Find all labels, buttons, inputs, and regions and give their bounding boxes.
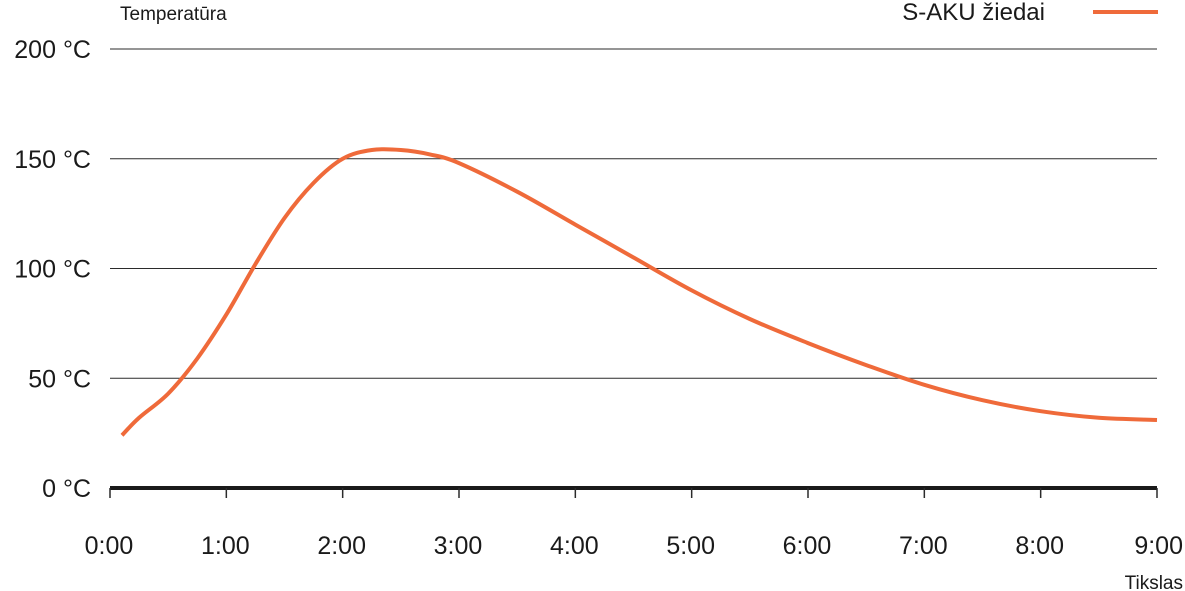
x-tick-label: 3:00 (434, 532, 483, 560)
series-layer (120, 147, 1158, 437)
x-tick-label: 8:00 (1015, 532, 1064, 560)
legend-label-s-aku: S-AKU žiedai (902, 0, 1045, 26)
x-tick-label: 7:00 (899, 532, 948, 560)
x-tick-label: 5:00 (666, 532, 715, 560)
x-tick-label: 2:00 (317, 532, 366, 560)
x-axis-title: Tikslas (1125, 573, 1183, 591)
gridlines (110, 48, 1157, 379)
axes: 0 °C 50 °C 100 °C 150 °C 200 °C 0:00 1:00 2:00 3… (14, 36, 1183, 560)
y-tick-label: 200 °C (14, 36, 91, 64)
series-line-0 (120, 147, 1158, 437)
legend: S-AKU žiedai (902, 0, 1158, 26)
x-tick-label: 6:00 (783, 532, 832, 560)
y-tick-label: 150 °C (14, 146, 91, 174)
y-tick-label: 100 °C (14, 256, 91, 284)
x-tick-label: 4:00 (550, 532, 599, 560)
x-tick-label: 1:00 (201, 532, 250, 560)
x-tick-label: 0:00 (85, 532, 134, 560)
y-tick-label: 50 °C (28, 365, 91, 393)
x-tick-label: 9:00 (1134, 532, 1183, 560)
y-axis-title: Temperatūra (120, 4, 227, 25)
y-tick-label: 0 °C (42, 475, 91, 503)
